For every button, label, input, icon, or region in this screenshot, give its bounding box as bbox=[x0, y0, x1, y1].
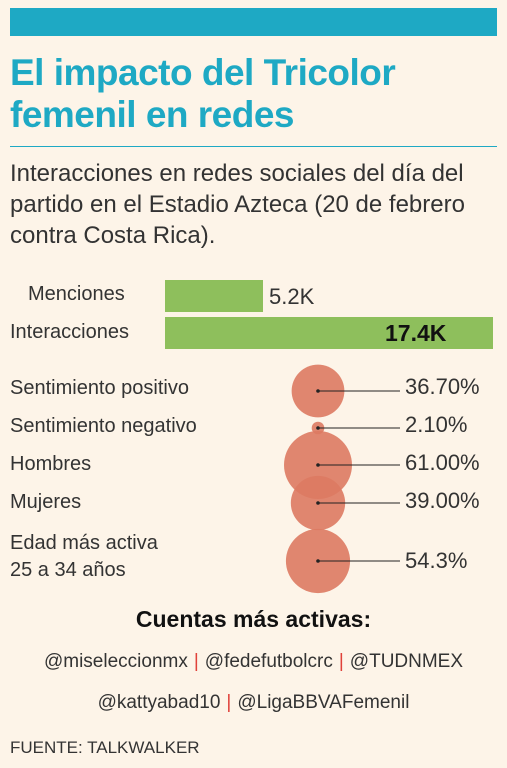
stat-label-positivo: Sentimiento positivo bbox=[10, 377, 189, 399]
stat-label-hombres: Hombres bbox=[10, 453, 92, 475]
separator: | bbox=[226, 692, 232, 713]
stat-label-negativo: Sentimiento negativo bbox=[10, 415, 197, 437]
leader-dot-mujeres bbox=[316, 501, 320, 505]
account-miseleccionmx[interactable]: @miseleccionmx bbox=[43, 651, 188, 672]
subtitle: Interacciones en redes sociales del día … bbox=[10, 160, 465, 249]
stat-value-edad: 54.3% bbox=[405, 548, 468, 573]
header-bar bbox=[10, 8, 497, 36]
bar-interacciones bbox=[165, 317, 493, 349]
separator: | bbox=[338, 651, 344, 672]
stat-value-mujeres: 39.00% bbox=[405, 488, 480, 513]
bar-label-menciones: Menciones bbox=[28, 283, 125, 305]
title-divider bbox=[10, 146, 497, 147]
accounts-row-2: @kattyabad10 | @LigaBBVAFemenil bbox=[0, 692, 507, 714]
leader-dot-hombres bbox=[316, 463, 320, 467]
accounts-row-1: @miseleccionmx | @fedefutbolcrc | @TUDNMEX bbox=[0, 651, 507, 673]
leader-dot-positivo bbox=[316, 389, 320, 393]
stat-value-negativo: 2.10% bbox=[405, 412, 468, 437]
separator: | bbox=[193, 651, 199, 672]
account-kattyabad10[interactable]: @kattyabad10 bbox=[97, 692, 221, 713]
stat-value-positivo: 36.70% bbox=[405, 374, 480, 399]
stat-label-edad: Edad más activa 25 a 34 años bbox=[10, 532, 158, 581]
accounts-title: Cuentas más activas: bbox=[135, 606, 372, 632]
account-tudnmex[interactable]: @TUDNMEX bbox=[349, 651, 464, 672]
leader-dot-negativo bbox=[316, 426, 320, 430]
bar-value-menciones: 5.2K bbox=[269, 284, 315, 309]
account-ligabbvafemenil[interactable]: @LigaBBVAFemenil bbox=[237, 692, 410, 713]
leader-dot-edad bbox=[316, 559, 320, 563]
bar-menciones bbox=[165, 280, 264, 312]
page-title: El impacto del Tricolor femenil en redes bbox=[10, 52, 396, 135]
bar-value-interacciones: 17.4K bbox=[385, 320, 447, 346]
bar-label-interacciones: Interacciones bbox=[10, 321, 129, 343]
source-note: FUENTE: TALKWALKER bbox=[10, 738, 200, 757]
stat-value-hombres: 61.00% bbox=[405, 450, 480, 475]
account-fedefutbolcrc[interactable]: @fedefutbolcrc bbox=[204, 651, 333, 672]
stat-label-mujeres: Mujeres bbox=[10, 491, 82, 513]
